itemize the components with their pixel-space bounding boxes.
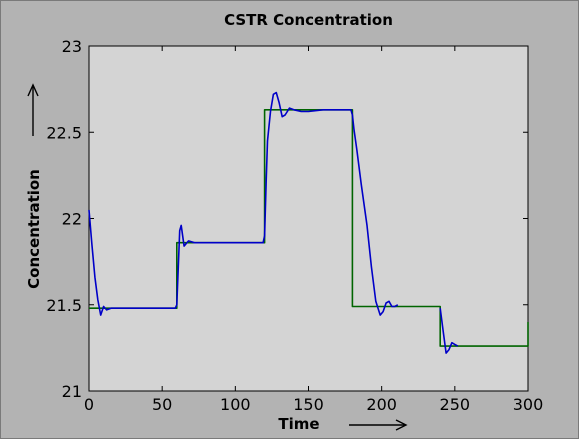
x-tick-label: 200 <box>366 395 397 414</box>
setpoint-series-line <box>89 109 529 347</box>
response-series-line <box>439 308 459 354</box>
axis-ticks <box>88 45 529 392</box>
x-tick-label: 150 <box>293 395 324 414</box>
x-tick-label: 0 <box>84 395 94 414</box>
x-axis-label: Time <box>278 415 319 433</box>
response-series-line <box>88 91 399 316</box>
x-arrow-head <box>395 419 408 431</box>
y-tick-label: 22 <box>62 210 82 229</box>
chart-title: CSTR Concentration <box>224 11 393 29</box>
plot-area <box>88 45 529 392</box>
x-tick-label: 300 <box>513 395 544 414</box>
y-tick-label: 22.5 <box>46 123 82 142</box>
x-tick-label: 100 <box>220 395 251 414</box>
y-tick-label: 21 <box>62 382 82 401</box>
y-arrow-head <box>27 83 39 97</box>
x-tick-label: 50 <box>152 395 172 414</box>
y-axis-label: Concentration <box>25 169 43 289</box>
x-axis-arrow-icon <box>349 419 408 431</box>
y-tick-label: 21.5 <box>46 296 82 315</box>
tick-labels: 0 50 100 150 200 250 300 21 21.5 22 22.5 23 <box>46 37 543 414</box>
x-tick-label: 250 <box>440 395 471 414</box>
y-axis-arrow-icon <box>27 83 39 136</box>
y-tick-label: 23 <box>62 37 82 56</box>
series-layer <box>88 91 529 354</box>
